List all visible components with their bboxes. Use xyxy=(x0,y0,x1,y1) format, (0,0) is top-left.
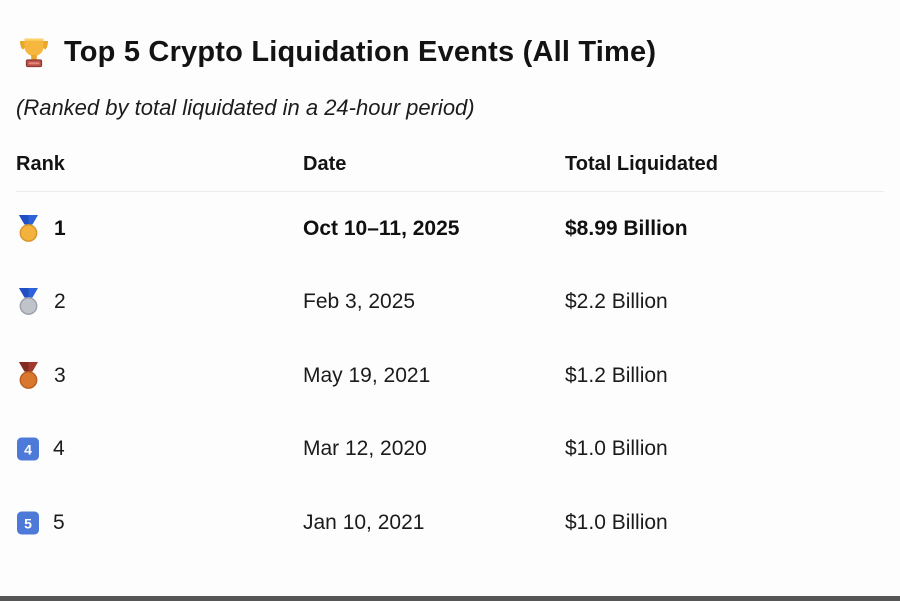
rank-cell: 2 xyxy=(16,288,303,316)
rank-cell: 4 4 xyxy=(16,436,303,462)
total-cell: $2.2 Billion xyxy=(565,290,668,314)
rank-cell: 1 xyxy=(16,214,303,243)
date-cell: Oct 10–11, 2025 xyxy=(303,216,460,240)
keycap-4-icon: 4 xyxy=(17,437,39,461)
total-cell: $8.99 Billion xyxy=(565,216,688,240)
liquidation-table: Rank Date Total Liquidated 1 Oct 10–11, … xyxy=(16,153,884,560)
date-cell: Feb 3, 2025 xyxy=(303,290,416,314)
rank-cell: 5 5 xyxy=(16,510,303,536)
total-cell: $1.0 Billion xyxy=(565,510,668,534)
date-cell: May 19, 2021 xyxy=(303,363,431,387)
silver-medal-icon xyxy=(19,288,38,316)
column-header-total: Total Liquidated xyxy=(565,153,718,175)
table-row: 1 Oct 10–11, 2025 $8.99 Billion xyxy=(16,192,884,266)
rank-number: 1 xyxy=(54,216,66,240)
table-row: 4 4 Mar 12, 2020 $1.0 Billion xyxy=(16,413,884,487)
rank-number: 3 xyxy=(54,363,66,387)
rank-number: 2 xyxy=(54,290,66,314)
page-title-row: Top 5 Crypto Liquidation Events (All Tim… xyxy=(16,34,884,70)
bottom-border-bar xyxy=(0,596,900,601)
keycap-5-icon: 5 xyxy=(17,511,39,535)
date-cell: Jan 10, 2021 xyxy=(303,510,425,534)
rank-cell: 3 xyxy=(16,361,303,390)
trophy-icon xyxy=(20,38,48,68)
total-cell: $1.2 Billion xyxy=(565,363,668,387)
column-header-date: Date xyxy=(303,153,347,175)
page-subtitle: (Ranked by total liquidated in a 24-hour… xyxy=(16,95,475,120)
rank-number: 4 xyxy=(53,437,65,461)
date-cell: Mar 12, 2020 xyxy=(303,437,427,461)
total-cell: $1.0 Billion xyxy=(565,437,668,461)
column-header-rank: Rank xyxy=(16,153,65,175)
bronze-medal-icon xyxy=(19,361,38,389)
gold-medal-icon xyxy=(19,214,38,242)
svg-text:5: 5 xyxy=(24,515,32,531)
svg-text:4: 4 xyxy=(24,442,32,458)
table-header-row: Rank Date Total Liquidated xyxy=(16,153,884,192)
rank-number: 5 xyxy=(53,510,65,534)
table-row: 3 May 19, 2021 $1.2 Billion xyxy=(16,339,884,413)
page-title: Top 5 Crypto Liquidation Events (All Tim… xyxy=(64,35,657,68)
table-row: 5 5 Jan 10, 2021 $1.0 Billion xyxy=(16,486,884,560)
table-row: 2 Feb 3, 2025 $2.2 Billion xyxy=(16,266,884,340)
